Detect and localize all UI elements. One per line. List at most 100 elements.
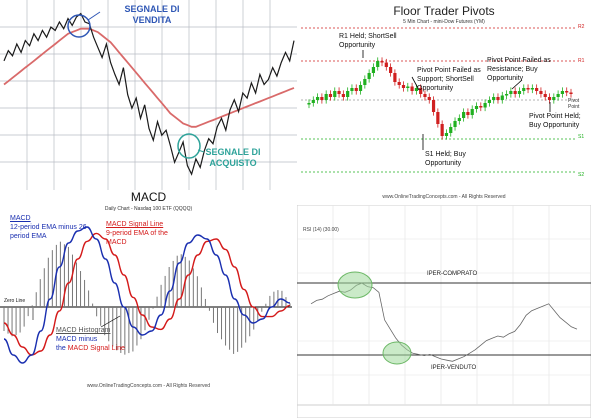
candle-body xyxy=(517,91,522,94)
candle-body xyxy=(431,100,436,112)
candle-body xyxy=(440,124,444,136)
candle-body xyxy=(539,91,543,94)
candle-body xyxy=(384,62,388,67)
candle-body xyxy=(380,61,384,63)
pivot-level-pp: Pivot Point xyxy=(568,98,580,110)
candle-body xyxy=(307,103,311,105)
candle-body xyxy=(565,91,569,93)
ma-crossover-chart xyxy=(0,0,297,196)
candle-body xyxy=(504,94,509,96)
moving-average-line xyxy=(3,27,295,128)
oversold-label: IPER-VENDUTO xyxy=(431,365,477,371)
r1-held-note: R1 Held; ShortSell Opportunity xyxy=(339,33,397,49)
macd-series-label: MACD 12-period EMA minus 26-period EMA xyxy=(10,215,89,240)
candle-body xyxy=(358,85,363,91)
candle-body xyxy=(449,127,453,133)
candle-body xyxy=(513,91,517,94)
candle-body xyxy=(311,100,315,103)
candle-body xyxy=(552,97,556,100)
candle-body xyxy=(500,95,504,100)
candle-body xyxy=(444,133,449,136)
s1-held-note: S1 Held; Buy Opportunity xyxy=(425,151,466,167)
candle-body xyxy=(522,88,526,91)
candle-body xyxy=(341,94,345,97)
candle-body xyxy=(401,85,406,88)
pivots-title: Floor Trader Pivots xyxy=(393,4,495,18)
candle-body xyxy=(474,106,479,109)
pp-failed-resistance-note: Pivot Point Failed as Resistance; Buy Op… xyxy=(487,57,551,82)
candle-body xyxy=(337,91,341,94)
candle-body xyxy=(457,118,461,121)
candle-body xyxy=(315,97,320,100)
macd-chart xyxy=(0,190,297,418)
macd-line xyxy=(3,226,291,364)
macd-footer: www.OnlineTradingConcepts.com - All Righ… xyxy=(86,383,211,389)
candle-body xyxy=(560,91,565,94)
candle-body xyxy=(547,97,552,100)
pivot-level-r2: R2 xyxy=(578,24,585,30)
pp-failed-support-note: Pivot Point Failed as Support; ShortSell… xyxy=(417,67,481,92)
pivot-level-s2: S2 xyxy=(578,172,585,178)
candle-body xyxy=(363,79,367,85)
candle-body xyxy=(466,112,470,115)
macd-title: MACD xyxy=(130,190,167,204)
pivots-panel: Floor Trader Pivots 5 Min Chart - mini-D… xyxy=(297,0,591,205)
buy-signal-label: SEGNALE DI ACQUISTO xyxy=(205,147,261,168)
candle-body xyxy=(535,88,539,91)
candle-body xyxy=(320,97,324,100)
candle-body xyxy=(436,112,440,124)
macd-panel: MACD Daily Chart - Nasdaq 100 ETF (QQQQ)… xyxy=(0,190,297,418)
sell-signal-circle xyxy=(67,14,91,38)
rsi-panel: RSI (14) (30.00) IPER-COMPRATO IPER-VEND… xyxy=(297,205,591,418)
candle-body xyxy=(419,88,423,94)
price-line xyxy=(3,12,295,176)
candle-body xyxy=(509,91,513,94)
buy-pointer xyxy=(197,149,205,153)
ma-crossover-panel: SEGNALE DI VENDITA SEGNALE DI ACQUISTO xyxy=(0,0,297,196)
candle-body xyxy=(462,112,466,118)
candle-body xyxy=(569,92,573,94)
macd-subtitle: Daily Chart - Nasdaq 100 ETF (QQQQ) xyxy=(104,206,193,212)
candle-body xyxy=(423,94,427,97)
pivots-footer: www.OnlineTradingConcepts.com - All Righ… xyxy=(382,194,506,200)
candle-body xyxy=(543,94,547,97)
pivots-chart xyxy=(297,0,591,205)
candle-body xyxy=(496,97,500,100)
signal-series-label: MACD Signal Line 9-period EMA of the MAC… xyxy=(106,221,168,246)
candle-body xyxy=(526,88,530,90)
candle-body xyxy=(483,103,487,108)
candle-body xyxy=(397,82,401,85)
candle-body xyxy=(376,61,380,67)
candle-body xyxy=(479,106,483,108)
oversold-circle xyxy=(382,341,412,365)
candle-body xyxy=(470,109,474,115)
histogram-label: MACD Histogram MACD minus the MACD Signa… xyxy=(56,327,125,352)
candle-body xyxy=(492,97,496,100)
rsi-chart xyxy=(297,205,591,418)
candle-body xyxy=(367,73,371,79)
candle-body xyxy=(530,88,534,90)
candle-body xyxy=(389,67,393,73)
candle-body xyxy=(487,100,491,103)
candle-body xyxy=(371,67,376,73)
pivot-level-s1: S1 xyxy=(578,134,585,140)
macd-signal-line xyxy=(3,232,291,356)
candle-body xyxy=(414,88,418,91)
zero-line-label: Zero Line xyxy=(4,298,26,304)
candle-body xyxy=(350,88,354,91)
sell-signal-label: SEGNALE DI VENDITA xyxy=(124,4,180,25)
rsi-subtitle: RSI (14) (30.00) xyxy=(303,227,339,233)
pivots-subtitle: 5 Min Chart - mini-Dow Futures (YM) xyxy=(403,19,485,25)
candle-body xyxy=(346,91,350,97)
candle-body xyxy=(333,91,337,97)
candle-body xyxy=(453,121,457,127)
candle-body xyxy=(406,86,410,88)
candle-body xyxy=(427,97,431,100)
overbought-label: IPER-COMPRATO xyxy=(427,271,478,277)
candle-body xyxy=(410,86,414,91)
candle-body xyxy=(324,94,328,100)
pp-held-note: Pivot Point Held; Buy Opportunity xyxy=(529,113,581,129)
candle-body xyxy=(328,94,333,97)
candle-body xyxy=(556,94,560,97)
pivot-level-r1: R1 xyxy=(578,58,585,64)
